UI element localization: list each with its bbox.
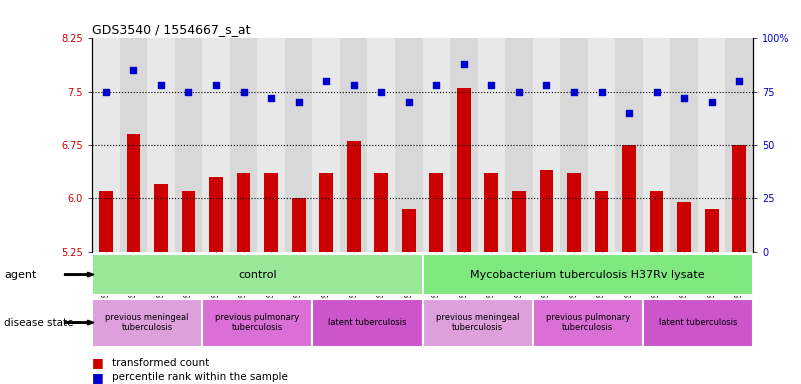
Bar — [257, 38, 285, 252]
Bar — [92, 254, 423, 295]
Bar — [374, 174, 388, 252]
Bar — [560, 38, 588, 252]
Bar — [533, 38, 560, 252]
Text: latent tuberculosis: latent tuberculosis — [658, 318, 737, 327]
Point — [127, 67, 140, 73]
Bar — [505, 38, 533, 252]
Point — [678, 95, 690, 101]
Text: control: control — [238, 270, 276, 280]
Bar — [340, 38, 368, 252]
Point — [99, 89, 112, 95]
Bar — [533, 299, 642, 346]
Point — [375, 89, 388, 95]
Bar — [236, 174, 251, 252]
Bar — [320, 174, 333, 252]
Bar — [368, 38, 395, 252]
Bar — [92, 38, 119, 252]
Point — [733, 78, 746, 84]
Text: GDS3540 / 1554667_s_at: GDS3540 / 1554667_s_at — [92, 23, 251, 36]
Bar — [567, 174, 581, 252]
Bar — [429, 174, 443, 252]
Bar — [182, 191, 195, 252]
Point — [320, 78, 332, 84]
Point — [622, 110, 635, 116]
Bar — [202, 38, 230, 252]
Point — [705, 99, 718, 106]
Point — [348, 82, 360, 88]
Point — [540, 82, 553, 88]
Bar — [395, 38, 423, 252]
Text: agent: agent — [4, 270, 36, 280]
Bar — [285, 38, 312, 252]
Bar — [312, 299, 423, 346]
Bar — [512, 191, 525, 252]
Point — [264, 95, 277, 101]
Point — [292, 99, 305, 106]
Point — [155, 82, 167, 88]
Text: disease state: disease state — [4, 318, 74, 328]
Bar — [732, 145, 746, 252]
Point — [485, 82, 497, 88]
Text: previous meningeal
tuberculosis: previous meningeal tuberculosis — [106, 313, 189, 332]
Bar — [670, 38, 698, 252]
Bar — [202, 299, 312, 346]
Bar — [147, 38, 175, 252]
Text: ■: ■ — [92, 371, 104, 384]
Point — [237, 89, 250, 95]
Bar — [312, 38, 340, 252]
Bar — [642, 299, 753, 346]
Point — [513, 89, 525, 95]
Point — [595, 89, 608, 95]
Point — [457, 61, 470, 67]
Bar — [127, 134, 140, 252]
Bar — [677, 202, 691, 252]
Point — [210, 82, 223, 88]
Text: ■: ■ — [92, 356, 104, 369]
Bar — [594, 191, 609, 252]
Bar — [450, 38, 477, 252]
Bar — [615, 38, 642, 252]
Bar — [642, 38, 670, 252]
Text: previous pulmonary
tuberculosis: previous pulmonary tuberculosis — [215, 313, 300, 332]
Bar — [423, 38, 450, 252]
Bar — [650, 191, 663, 252]
Bar — [477, 38, 505, 252]
Bar — [99, 191, 113, 252]
Text: Mycobacterium tuberculosis H37Rv lysate: Mycobacterium tuberculosis H37Rv lysate — [470, 270, 705, 280]
Text: previous meningeal
tuberculosis: previous meningeal tuberculosis — [436, 313, 519, 332]
Point — [402, 99, 415, 106]
Bar — [726, 38, 753, 252]
Text: transformed count: transformed count — [112, 358, 209, 368]
Text: previous pulmonary
tuberculosis: previous pulmonary tuberculosis — [545, 313, 630, 332]
Bar — [402, 209, 416, 252]
Bar — [292, 198, 305, 252]
Point — [568, 89, 581, 95]
Bar — [485, 174, 498, 252]
Bar — [423, 254, 753, 295]
Bar — [588, 38, 615, 252]
Bar — [347, 141, 360, 252]
Bar — [92, 299, 202, 346]
Bar — [119, 38, 147, 252]
Bar — [540, 170, 553, 252]
Bar — [457, 88, 471, 252]
Text: latent tuberculosis: latent tuberculosis — [328, 318, 407, 327]
Bar — [264, 174, 278, 252]
Bar — [230, 38, 257, 252]
Bar — [209, 177, 223, 252]
Bar — [622, 145, 636, 252]
Point — [430, 82, 443, 88]
Bar — [175, 38, 202, 252]
Bar — [423, 299, 533, 346]
Text: percentile rank within the sample: percentile rank within the sample — [112, 372, 288, 382]
Bar — [698, 38, 726, 252]
Bar — [705, 209, 718, 252]
Bar — [154, 184, 168, 252]
Point — [182, 89, 195, 95]
Point — [650, 89, 663, 95]
